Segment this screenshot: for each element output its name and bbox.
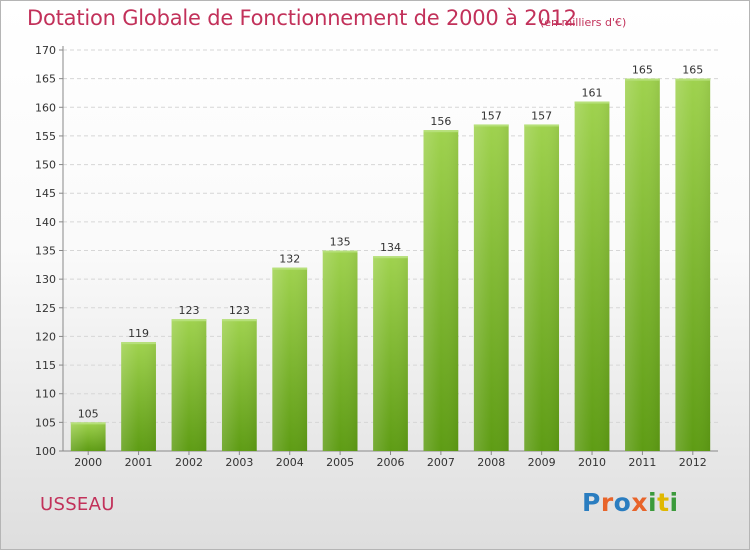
value-label: 157 bbox=[531, 109, 552, 122]
bar-top-highlight bbox=[272, 267, 308, 270]
value-label: 156 bbox=[430, 115, 451, 128]
x-tick-label: 2006 bbox=[377, 456, 405, 469]
bar bbox=[221, 319, 257, 451]
x-tick-label: 2000 bbox=[74, 456, 102, 469]
x-tick-label: 2008 bbox=[477, 456, 505, 469]
value-label: 157 bbox=[481, 109, 502, 122]
bar-shine bbox=[373, 256, 408, 451]
x-tick-label: 2012 bbox=[679, 456, 707, 469]
bar-top-highlight bbox=[221, 319, 257, 322]
y-tick-label: 130 bbox=[35, 273, 56, 286]
y-tick-label: 165 bbox=[35, 73, 56, 86]
y-tick-label: 150 bbox=[35, 159, 56, 172]
bar-shine bbox=[322, 250, 358, 451]
y-tick-label: 120 bbox=[35, 330, 56, 343]
logo-letter: x bbox=[631, 488, 648, 517]
bar-shine bbox=[423, 130, 459, 451]
bar-top-highlight bbox=[574, 101, 610, 104]
y-tick-label: 145 bbox=[35, 187, 56, 200]
bar bbox=[121, 342, 156, 451]
x-tick-label: 2010 bbox=[578, 456, 606, 469]
bar bbox=[625, 78, 660, 452]
value-label: 165 bbox=[682, 64, 703, 77]
y-tick-label: 135 bbox=[35, 245, 56, 258]
bars bbox=[70, 78, 711, 452]
value-label: 161 bbox=[582, 87, 603, 100]
bar-top-highlight bbox=[70, 422, 106, 425]
logo-letter: t bbox=[657, 488, 670, 517]
bar bbox=[272, 267, 308, 451]
bar bbox=[423, 130, 459, 451]
x-tick-label: 2009 bbox=[528, 456, 556, 469]
bar-shine bbox=[524, 124, 560, 451]
logo-letter: o bbox=[613, 488, 632, 517]
y-tick-label: 155 bbox=[35, 130, 56, 143]
bar-top-highlight bbox=[121, 342, 156, 345]
x-tick-label: 2001 bbox=[125, 456, 153, 469]
value-label: 105 bbox=[78, 407, 99, 420]
bar-shine bbox=[171, 319, 207, 451]
bar bbox=[373, 256, 408, 451]
bar-shine bbox=[70, 422, 106, 451]
value-label: 134 bbox=[380, 241, 401, 254]
value-label: 132 bbox=[279, 253, 300, 266]
y-tick-label: 100 bbox=[35, 445, 56, 458]
bar-top-highlight bbox=[171, 319, 207, 322]
bar-shine bbox=[121, 342, 156, 451]
commune-name: USSEAU bbox=[40, 494, 115, 515]
logo-letter: P bbox=[582, 488, 601, 517]
value-label: 123 bbox=[229, 304, 250, 317]
y-tick-label: 160 bbox=[35, 101, 56, 114]
bar bbox=[322, 250, 358, 451]
value-label: 119 bbox=[128, 327, 149, 340]
bar-shine bbox=[272, 267, 308, 451]
bar bbox=[70, 422, 106, 451]
bar bbox=[171, 319, 207, 451]
value-label: 165 bbox=[632, 64, 653, 77]
y-tick-label: 140 bbox=[35, 216, 56, 229]
logo-letter: r bbox=[600, 488, 614, 517]
bar-top-highlight bbox=[423, 130, 459, 133]
bar-top-highlight bbox=[625, 78, 660, 81]
bar-shine bbox=[574, 101, 610, 452]
chart-title: Dotation Globale de Fonctionnement de 20… bbox=[27, 6, 577, 30]
proxiti-logo: Proxiti bbox=[582, 488, 679, 517]
y-tick-labels: 100 105 110 115 120 125 130 135 140 145 150 155 160 1… bbox=[35, 44, 56, 458]
logo-letter: i bbox=[648, 488, 658, 517]
bar bbox=[524, 124, 560, 451]
y-tick-label: 110 bbox=[35, 388, 56, 401]
bar-top-highlight bbox=[473, 124, 509, 127]
bar bbox=[675, 78, 711, 452]
x-tick-label: 2005 bbox=[326, 456, 354, 469]
x-tick-labels: 2000 2001 2002 2003 2004 2005 2006 2007 2008 2009… bbox=[74, 456, 707, 469]
y-tick-label: 115 bbox=[35, 359, 56, 372]
value-labels: 105 119 123 123 132 135 134 156 157 157 161 165 165 bbox=[78, 64, 704, 421]
x-tick-label: 2004 bbox=[276, 456, 304, 469]
y-tick-label: 170 bbox=[35, 44, 56, 57]
x-tick-label: 2011 bbox=[628, 456, 656, 469]
unit-note: (en milliers d'€) bbox=[540, 16, 627, 29]
y-tick-label: 105 bbox=[35, 416, 56, 429]
bar-shine bbox=[221, 319, 257, 451]
bar-shine bbox=[473, 124, 509, 451]
bar bbox=[574, 101, 610, 452]
bar-top-highlight bbox=[373, 256, 408, 259]
value-label: 135 bbox=[330, 236, 351, 249]
x-tick-label: 2002 bbox=[175, 456, 203, 469]
y-tick-label: 125 bbox=[35, 302, 56, 315]
bar-top-highlight bbox=[524, 124, 560, 127]
bar bbox=[473, 124, 509, 451]
logo-letter: i bbox=[669, 488, 679, 517]
bar-top-highlight bbox=[675, 78, 711, 81]
bar-shine bbox=[625, 78, 660, 452]
x-tick-label: 2007 bbox=[427, 456, 455, 469]
x-tick-label: 2003 bbox=[225, 456, 253, 469]
value-label: 123 bbox=[178, 304, 199, 317]
bar-top-highlight bbox=[322, 250, 358, 253]
bar-shine bbox=[675, 78, 711, 452]
